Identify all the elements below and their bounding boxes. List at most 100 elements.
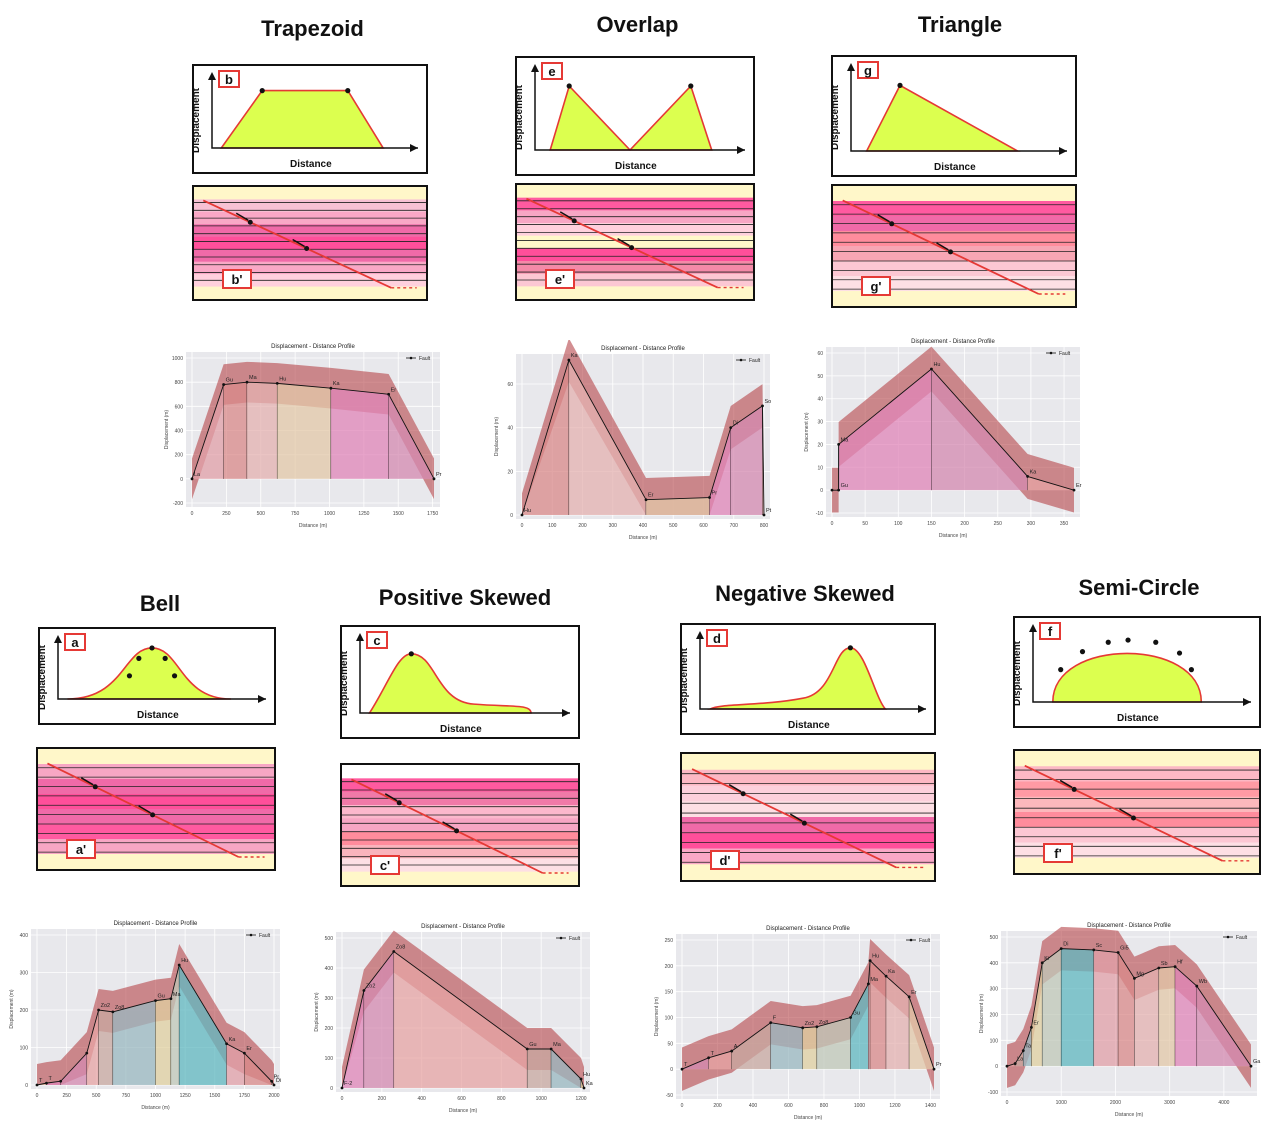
displacement-distance-profile: 0 20 40 60 0 100 200 300 400 500 600 700 800 Hu Ka Er Pr… bbox=[490, 340, 780, 545]
panel-positive-skewed: Positive Skewed Distance Displacement c c' 0 1… bbox=[310, 585, 600, 1125]
x-tick-label: 300 bbox=[1027, 521, 1036, 527]
section-badge: e' bbox=[545, 269, 575, 289]
panel-title: Overlap bbox=[596, 12, 679, 37]
data-point bbox=[392, 950, 396, 953]
segment-fill bbox=[709, 427, 731, 515]
axis-arrow-icon bbox=[54, 635, 62, 643]
segment-fill bbox=[708, 1051, 732, 1070]
segment-fill bbox=[886, 976, 910, 1070]
profile-title: Displacement - Distance Profile bbox=[421, 924, 505, 930]
y-tick-label: 300 bbox=[20, 971, 29, 977]
fault-marker bbox=[801, 820, 807, 826]
point-label: Gu bbox=[529, 1042, 536, 1048]
data-point bbox=[272, 1083, 276, 1087]
x-tick-label: 1000 bbox=[150, 1093, 161, 1099]
strata-layer bbox=[38, 794, 274, 810]
strata-layer bbox=[194, 236, 426, 250]
schematic-axes bbox=[534, 66, 745, 151]
y-tick-label: 20 bbox=[507, 469, 513, 475]
displacement-distance-profile: -100 0 100 200 300 400 500 0 1000 2000 3000 4000 La T… bbox=[975, 917, 1267, 1122]
fault-marker bbox=[396, 800, 402, 806]
curve-vertex bbox=[171, 673, 178, 679]
cross-section: b' bbox=[192, 185, 428, 301]
point-label: Ma bbox=[553, 1042, 562, 1048]
panel-triangle: Triangle Distance Displacement g g' -10 0 10 20 3… bbox=[800, 0, 1095, 543]
panel-badge: a bbox=[64, 633, 86, 651]
y-tick-label: 600 bbox=[175, 404, 184, 410]
legend: Fault bbox=[556, 936, 581, 942]
segment-fill bbox=[568, 360, 647, 515]
data-point bbox=[59, 1079, 63, 1083]
x-tick-label: 350 bbox=[1060, 521, 1069, 527]
data-point bbox=[830, 488, 834, 492]
panel-badge: b bbox=[218, 70, 240, 88]
x-tick-label: 500 bbox=[92, 1093, 101, 1099]
strata-layer bbox=[342, 765, 578, 779]
schematic-plot: Distance Displacement a bbox=[38, 627, 276, 725]
segment-fill bbox=[277, 383, 331, 479]
segment-fill bbox=[1134, 968, 1159, 1067]
curve-vertex bbox=[847, 645, 853, 651]
segment-fill bbox=[363, 951, 394, 1088]
point-label: Ki bbox=[1044, 956, 1049, 962]
point-label: Gu bbox=[158, 994, 165, 1000]
data-point bbox=[1195, 984, 1199, 988]
data-point bbox=[190, 477, 194, 481]
data-point bbox=[245, 380, 249, 384]
y-axis-label: Displacement bbox=[1013, 640, 1024, 707]
x-tick-label: 500 bbox=[669, 523, 678, 529]
slip-arrow-icon bbox=[1059, 779, 1073, 789]
panel-negative-skewed: Negative Skewed Distance Displacement d d' -5… bbox=[650, 581, 950, 1125]
legend: Fault bbox=[1223, 935, 1248, 941]
fault-marker bbox=[571, 218, 577, 224]
axis-arrow-icon bbox=[1059, 147, 1067, 155]
panel-title: Trapezoid bbox=[261, 16, 364, 41]
x-tick-label: 200 bbox=[578, 523, 587, 529]
data-point bbox=[45, 1081, 48, 1085]
x-tick-label: 600 bbox=[784, 1103, 793, 1109]
point-label: Pr bbox=[274, 1074, 280, 1080]
curve-vertex bbox=[1176, 650, 1183, 656]
section-badge: b' bbox=[222, 269, 252, 289]
fault-line bbox=[202, 199, 392, 289]
y-tick-label: 20 bbox=[817, 442, 823, 448]
y-tick-label: 100 bbox=[20, 1046, 29, 1052]
segment-fill bbox=[551, 1049, 582, 1088]
profile-y-label: Displacement (m) bbox=[804, 412, 810, 452]
profile-title: Displacement - Distance Profile bbox=[911, 339, 995, 345]
segment-fill bbox=[1158, 966, 1176, 1067]
y-tick-label: 50 bbox=[817, 374, 823, 380]
fault-marker bbox=[1130, 815, 1136, 821]
point-label: Di bbox=[1063, 942, 1068, 948]
y-tick-label: 40 bbox=[817, 397, 823, 403]
point-label: Hu bbox=[583, 1072, 590, 1078]
slip-arrow-icon bbox=[138, 805, 151, 814]
profile-x-label: Distance (m) bbox=[939, 533, 968, 539]
x-tick-label: 200 bbox=[960, 521, 969, 527]
profile-y-label: Displacement (m) bbox=[494, 417, 500, 457]
x-tick-label: 3000 bbox=[1164, 1100, 1175, 1106]
profile-x-label: Distance (m) bbox=[629, 535, 658, 541]
curve-vertex bbox=[897, 82, 903, 88]
point-label: T bbox=[39, 1078, 43, 1084]
legend: Fault bbox=[906, 938, 931, 944]
slip-arrow-icon bbox=[877, 214, 891, 223]
point-label: Er bbox=[1076, 483, 1082, 489]
x-tick-label: 700 bbox=[730, 523, 739, 529]
point-label: Er bbox=[1033, 1020, 1039, 1026]
schematic-svg bbox=[356, 633, 570, 717]
point-label: Wb bbox=[1199, 979, 1207, 985]
profile-chart-svg: 0 100 200 300 400 500 0 200 400 600 800 1000 1200 F-2… bbox=[314, 924, 594, 1114]
data-point bbox=[1133, 976, 1136, 980]
x-tick-label: 1500 bbox=[209, 1093, 220, 1099]
point-label: Hu bbox=[933, 362, 940, 368]
x-tick-label: 500 bbox=[257, 511, 266, 517]
x-tick-label: 1250 bbox=[358, 511, 369, 517]
point-label: Ma bbox=[249, 375, 258, 381]
y-tick-label: 0 bbox=[180, 477, 183, 483]
segment-fill bbox=[112, 1000, 156, 1085]
point-label: Sb bbox=[1161, 961, 1168, 967]
y-tick-label: 500 bbox=[325, 936, 334, 942]
displacement-distance-profile: -50 0 50 100 150 200 250 0 200 400 600 800 1000 1200 1… bbox=[650, 920, 950, 1125]
strata-layer bbox=[1015, 827, 1259, 843]
